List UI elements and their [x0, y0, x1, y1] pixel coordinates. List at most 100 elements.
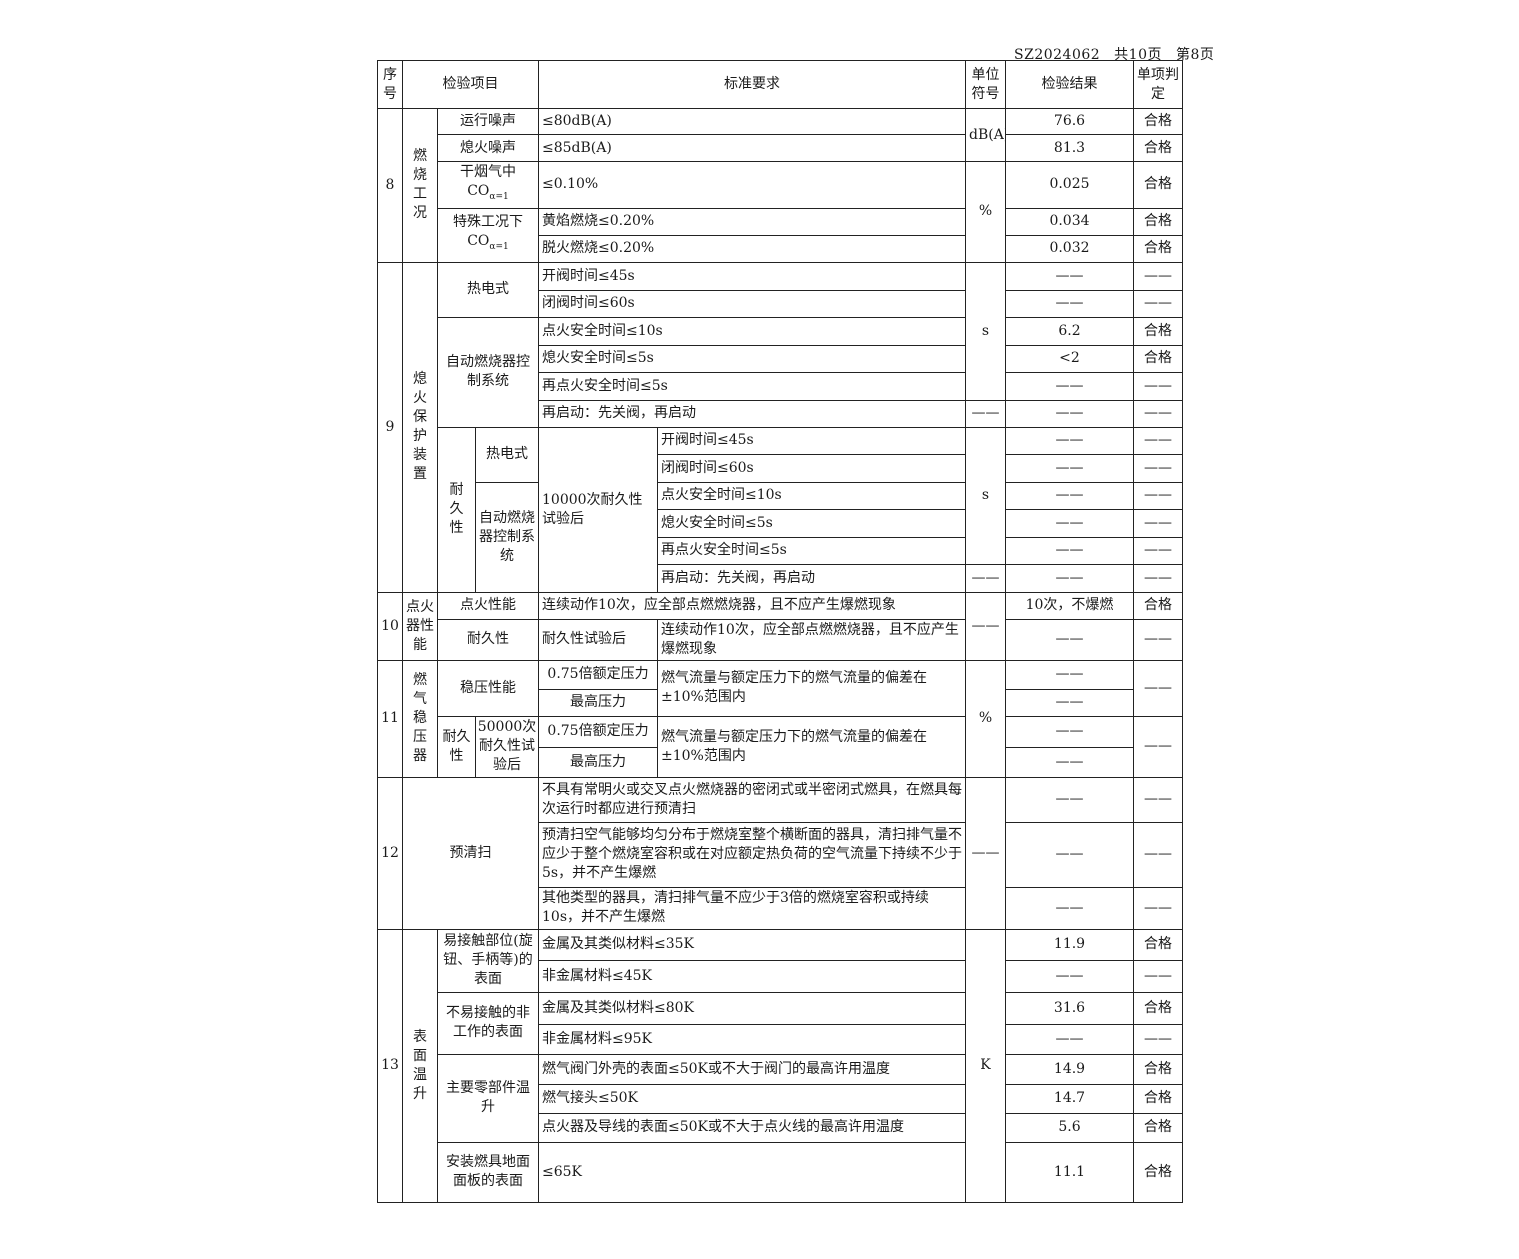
result: ——	[1005, 776, 1134, 823]
result: ——	[1005, 289, 1134, 318]
table-row: 闭阀时间≤60s —— ——	[378, 453, 1183, 483]
standard: 点火安全时间≤10s	[657, 481, 966, 510]
table-row: 再启动：先关阀，再启动 —— —— ——	[378, 399, 1183, 428]
result: 81.3	[1005, 134, 1134, 162]
unit: K	[965, 928, 1006, 1203]
verdict: ——	[1133, 659, 1183, 717]
condition: 10000次耐久性试验后	[538, 426, 658, 593]
item: 热电式	[475, 426, 539, 483]
standard: 点火器及导线的表面≤50K或不大于点火线的最高许用温度	[538, 1112, 966, 1143]
result: ——	[1005, 821, 1134, 888]
verdict: ——	[1133, 371, 1183, 401]
condition: 0.75倍额定压力	[538, 659, 658, 690]
verdict: ——	[1133, 959, 1183, 993]
result: ——	[1005, 886, 1134, 930]
standard: ≤80dB(A)	[538, 108, 966, 135]
condition: 最高压力	[538, 688, 658, 717]
table-row: 耐久性 50000次耐久性试验后 0.75倍额定压力 燃气流量与额定压力下的燃气…	[378, 715, 1183, 778]
item: 易接触部位(旋钮、手柄等)的表面	[437, 928, 539, 993]
sub-category: 耐久性	[437, 715, 476, 778]
result: 0.032	[1005, 234, 1134, 263]
standard: 预清扫空气能够均匀分布于燃烧室整个横断面的器具，清扫排气量不应少于整个燃烧室容积…	[538, 821, 966, 888]
verdict: ——	[1133, 776, 1183, 823]
unit: s	[965, 426, 1006, 565]
standard: 连续动作10次，应全部点燃燃烧器，且不应产生爆燃现象	[657, 618, 966, 661]
inspection-table: 序号 检验项目 标准要求 单位符号 检验结果 单项判定 8 燃烧工况 运行噪声 …	[377, 60, 1183, 1203]
page-header-note: SZ2024062 共10页 第8页	[1000, 44, 1214, 64]
table-row: 安装燃具地面面板的表面 ≤65K 11.1 合格	[378, 1141, 1183, 1203]
table-row: 耐久性 热电式 10000次耐久性试验后 开阀时间≤45s s —— ——	[378, 426, 1183, 593]
section-category: 燃气稳压器	[402, 659, 438, 778]
verdict: ——	[1133, 618, 1183, 661]
verdict: 合格	[1133, 1112, 1183, 1143]
table-row: 不易接触的非工作的表面 金属及其类似材料≤80K 31.6 合格	[378, 991, 1183, 1055]
table-row: 点火器及导线的表面≤50K或不大于点火线的最高许用温度 5.6 合格	[378, 1112, 1183, 1143]
section-no: 11	[377, 659, 403, 778]
standard: 连续动作10次，应全部点燃燃烧器，且不应产生爆燃现象	[538, 591, 966, 620]
verdict: 合格	[1133, 1053, 1183, 1085]
result: ——	[1005, 261, 1134, 291]
section-no: 13	[377, 928, 403, 1203]
result: ——	[1005, 399, 1134, 428]
standard: 燃气接头≤50K	[538, 1083, 966, 1114]
sub-category: 耐久性	[437, 426, 476, 593]
verdict: ——	[1133, 508, 1183, 538]
table-row: 自动燃烧器控制系统 点火安全时间≤10s —— ——	[378, 481, 1183, 593]
standard: 熄火安全时间≤5s	[538, 344, 966, 373]
table-row: 闭阀时间≤60s —— ——	[378, 289, 1183, 318]
standard: 燃气流量与额定压力下的燃气流量的偏差在±10%范围内	[657, 659, 966, 717]
unit: %	[965, 659, 1006, 778]
result: 11.1	[1005, 1141, 1134, 1203]
verdict: ——	[1133, 453, 1183, 483]
result: 10次，不爆燃	[1005, 591, 1134, 620]
page-number: 第8页	[1176, 47, 1215, 63]
item: 自动燃烧器控制系统	[437, 316, 539, 428]
item: 运行噪声	[437, 108, 539, 135]
standard: 黄焰燃烧≤0.20%	[538, 207, 966, 236]
unit: ——	[965, 591, 1006, 661]
table-row: 耐久性 耐久性试验后 连续动作10次，应全部点燃燃烧器，且不应产生爆燃现象 ——…	[378, 618, 1183, 661]
result: ——	[1005, 746, 1134, 778]
result: 5.6	[1005, 1112, 1134, 1143]
item: 干烟气中COα=1	[437, 161, 539, 209]
section-category: 熄火保护装置	[402, 261, 438, 593]
unit: %	[965, 161, 1006, 263]
standard: 其他类型的器具，清扫排气量不应少于3倍的燃烧室容积或持续10s，并不产生爆燃	[538, 886, 966, 930]
verdict: 合格	[1133, 234, 1183, 263]
result: 14.7	[1005, 1083, 1134, 1114]
table-row: 最高压力 ——	[378, 746, 1183, 778]
col-verdict: 单项判定	[1133, 60, 1183, 109]
item: 热电式	[437, 261, 539, 318]
item-text: 干烟气中CO	[460, 164, 516, 199]
verdict: 合格	[1133, 1083, 1183, 1114]
result: ——	[1005, 453, 1134, 483]
report-number: SZ2024062	[1014, 47, 1101, 63]
item-subscript: α=1	[489, 242, 509, 253]
item: 主要零部件温升	[437, 1053, 539, 1143]
table-row: 干烟气中COα=1 ≤0.10% % 0.025 合格	[378, 161, 1183, 263]
item: 稳压性能	[437, 659, 539, 717]
result: ——	[1005, 371, 1134, 401]
table-row: 10 点火器性能 点火性能 连续动作10次，应全部点燃燃烧器，且不应产生爆燃现象…	[377, 591, 1183, 661]
verdict: 合格	[1133, 161, 1183, 209]
item: 特殊工况下COα=1	[437, 207, 539, 263]
item-subscript: α=1	[489, 191, 509, 202]
result: ——	[1005, 481, 1134, 510]
result: ——	[1005, 688, 1134, 717]
verdict: ——	[1133, 821, 1183, 888]
table-row: 再点火安全时间≤5s —— ——	[378, 536, 1183, 565]
standard: ≤65K	[538, 1141, 966, 1203]
verdict: ——	[1133, 715, 1183, 778]
table-row: 熄火噪声 ≤85dB(A) 81.3 合格	[378, 134, 1183, 162]
item: 预清扫	[402, 776, 539, 930]
result: ——	[1005, 618, 1134, 661]
verdict: 合格	[1133, 207, 1183, 236]
table-row: 脱火燃烧≤0.20% 0.032 合格	[378, 234, 1183, 263]
standard: 点火安全时间≤10s	[538, 316, 966, 346]
standard: 再点火安全时间≤5s	[538, 371, 966, 401]
table-row: 非金属材料≤95K —— ——	[378, 1023, 1183, 1055]
standard: 脱火燃烧≤0.20%	[538, 234, 966, 263]
section-no: 12	[377, 776, 403, 930]
table-row: 13 表面温升 易接触部位(旋钮、手柄等)的表面 金属及其类似材料≤35K K …	[377, 928, 1183, 1203]
verdict: ——	[1133, 536, 1183, 565]
